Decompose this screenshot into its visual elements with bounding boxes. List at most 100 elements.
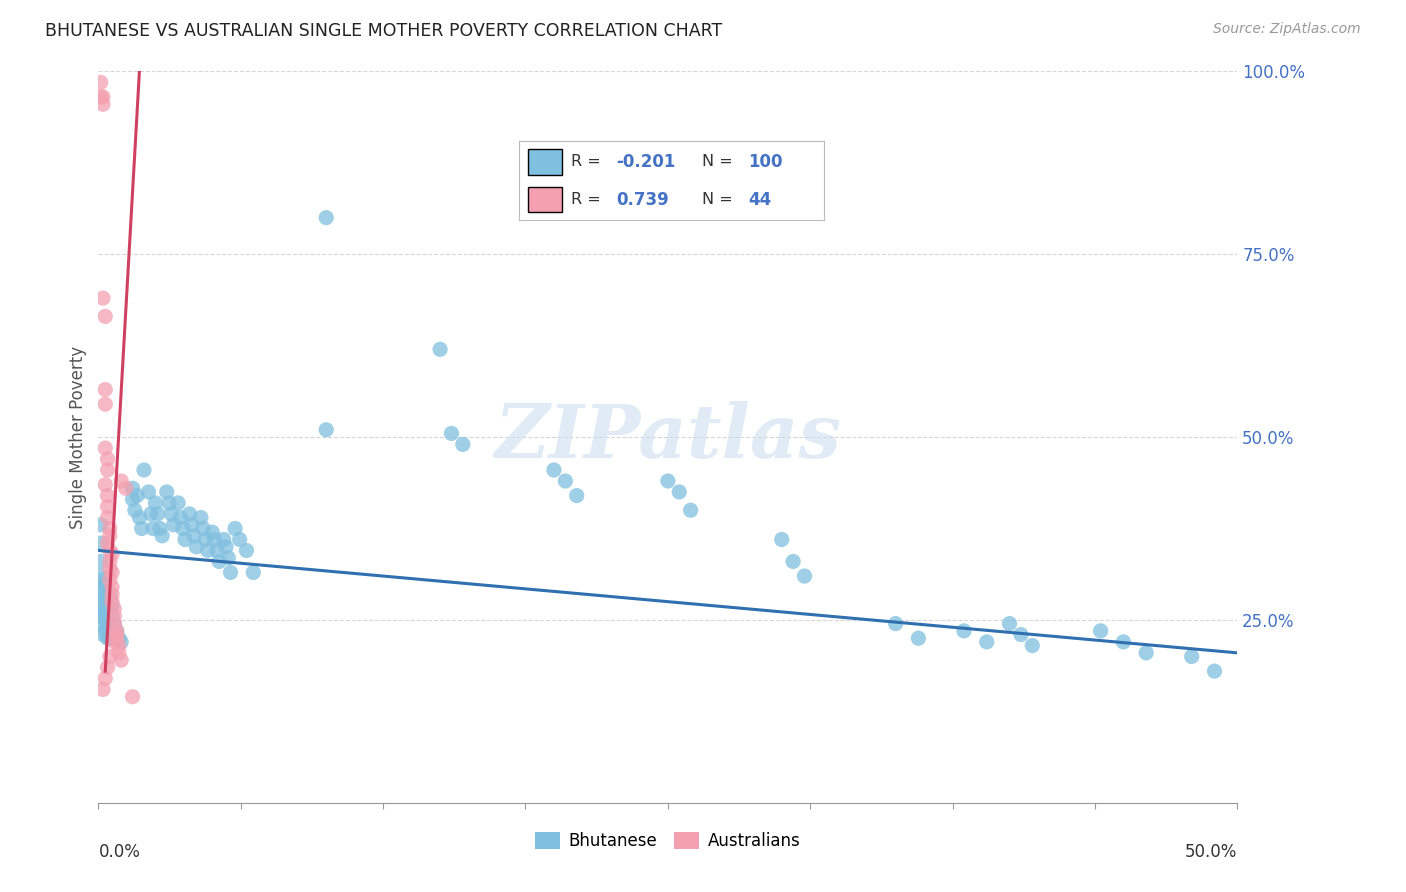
Point — [101, 599, 124, 613]
Text: N =: N = — [702, 154, 738, 169]
Point — [94, 383, 117, 397]
Point — [101, 566, 124, 580]
Point — [103, 616, 125, 631]
Point — [208, 554, 231, 568]
Point — [1181, 649, 1204, 664]
Point — [146, 507, 169, 521]
Point — [91, 627, 114, 641]
Point — [108, 639, 131, 653]
Point — [127, 489, 149, 503]
Point — [1204, 664, 1226, 678]
Point — [157, 496, 180, 510]
Point — [668, 485, 690, 500]
Point — [90, 75, 112, 89]
Point — [101, 547, 124, 561]
Point — [90, 602, 112, 616]
Point — [142, 521, 165, 535]
Point — [242, 566, 264, 580]
Point — [169, 510, 191, 524]
Point — [793, 569, 815, 583]
Point — [156, 485, 179, 500]
Point — [90, 517, 112, 532]
Point — [907, 632, 929, 646]
Text: ZIPatlas: ZIPatlas — [495, 401, 841, 474]
Text: 44: 44 — [748, 191, 770, 209]
Point — [953, 624, 976, 638]
Point — [451, 437, 474, 451]
Point — [128, 510, 150, 524]
Point — [201, 525, 224, 540]
Point — [94, 672, 117, 686]
Point — [94, 624, 117, 638]
Text: BHUTANESE VS AUSTRALIAN SINGLE MOTHER POVERTY CORRELATION CHART: BHUTANESE VS AUSTRALIAN SINGLE MOTHER PO… — [45, 22, 723, 40]
Point — [98, 602, 121, 616]
Point — [96, 489, 118, 503]
Legend: Bhutanese, Australians: Bhutanese, Australians — [529, 825, 807, 856]
Point — [96, 599, 118, 613]
Point — [770, 533, 793, 547]
Point — [121, 690, 143, 704]
Point — [105, 627, 128, 641]
Point — [108, 632, 131, 646]
Point — [96, 660, 118, 674]
Point — [149, 521, 172, 535]
Point — [160, 507, 183, 521]
Point — [94, 591, 117, 605]
Point — [174, 533, 197, 547]
Point — [315, 211, 337, 225]
Point — [91, 573, 114, 587]
Point — [976, 635, 998, 649]
Point — [1112, 635, 1135, 649]
Point — [139, 507, 162, 521]
Point — [215, 540, 238, 554]
Point — [1021, 639, 1043, 653]
Point — [205, 543, 228, 558]
Point — [110, 474, 132, 488]
Point — [219, 566, 242, 580]
Point — [1090, 624, 1112, 638]
Point — [212, 533, 235, 547]
Point — [543, 463, 565, 477]
Point — [94, 397, 117, 411]
Point — [162, 517, 184, 532]
Point — [91, 682, 114, 697]
Point — [167, 496, 190, 510]
Point — [429, 343, 451, 357]
Point — [103, 609, 125, 624]
Point — [132, 463, 155, 477]
Point — [91, 90, 114, 104]
Point — [179, 507, 201, 521]
Point — [315, 423, 337, 437]
Point — [90, 90, 112, 104]
Point — [96, 510, 118, 524]
Y-axis label: Single Mother Poverty: Single Mother Poverty — [69, 345, 87, 529]
Point — [110, 635, 132, 649]
Text: Source: ZipAtlas.com: Source: ZipAtlas.com — [1213, 22, 1361, 37]
Point — [131, 521, 153, 535]
Point — [94, 477, 117, 491]
Point — [217, 550, 239, 565]
Text: N =: N = — [702, 193, 738, 207]
Point — [190, 510, 212, 524]
Text: 0.0%: 0.0% — [98, 843, 141, 861]
Point — [98, 554, 121, 568]
FancyBboxPatch shape — [529, 187, 562, 212]
Point — [94, 441, 117, 455]
Point — [101, 609, 124, 624]
Point — [183, 529, 205, 543]
Text: -0.201: -0.201 — [617, 153, 676, 171]
Text: 100: 100 — [748, 153, 782, 171]
Point — [98, 529, 121, 543]
Point — [782, 554, 804, 568]
Point — [101, 580, 124, 594]
Point — [96, 609, 118, 624]
Point — [103, 635, 125, 649]
Point — [101, 587, 124, 601]
Point — [101, 594, 124, 608]
Point — [94, 310, 117, 324]
Point — [98, 543, 121, 558]
Point — [884, 616, 907, 631]
Point — [105, 624, 128, 638]
Point — [172, 521, 194, 535]
Point — [98, 573, 121, 587]
